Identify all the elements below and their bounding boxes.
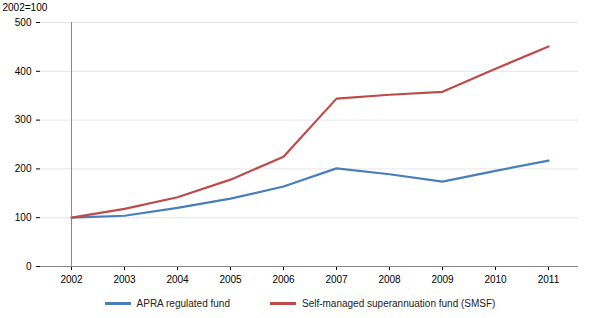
svg-text:2003: 2003 <box>113 274 136 285</box>
svg-text:2007: 2007 <box>325 274 348 285</box>
svg-text:200: 200 <box>15 163 32 174</box>
svg-text:2008: 2008 <box>378 274 401 285</box>
html-text:APRA regulated fund: APRA regulated fund <box>136 297 230 309</box>
svg-text:100: 100 <box>15 212 32 223</box>
svg-text:2010: 2010 <box>484 274 507 285</box>
svg-text:2011: 2011 <box>538 274 560 285</box>
svg-text:2002=100: 2002=100 <box>3 2 48 13</box>
svg-text:2005: 2005 <box>219 274 242 285</box>
html-text:Self-managed superannuation fu: Self-managed superannuation fund (SMSF) <box>302 297 496 309</box>
svg-text:400: 400 <box>15 66 32 77</box>
svg-text:500: 500 <box>15 17 32 28</box>
svg-text:300: 300 <box>15 114 32 125</box>
svg-text:2009: 2009 <box>431 274 454 285</box>
svg-text:2004: 2004 <box>166 274 189 285</box>
svg-text:2002: 2002 <box>60 274 83 285</box>
svg-text:0: 0 <box>26 261 32 272</box>
svg-text:2006: 2006 <box>272 274 295 285</box>
